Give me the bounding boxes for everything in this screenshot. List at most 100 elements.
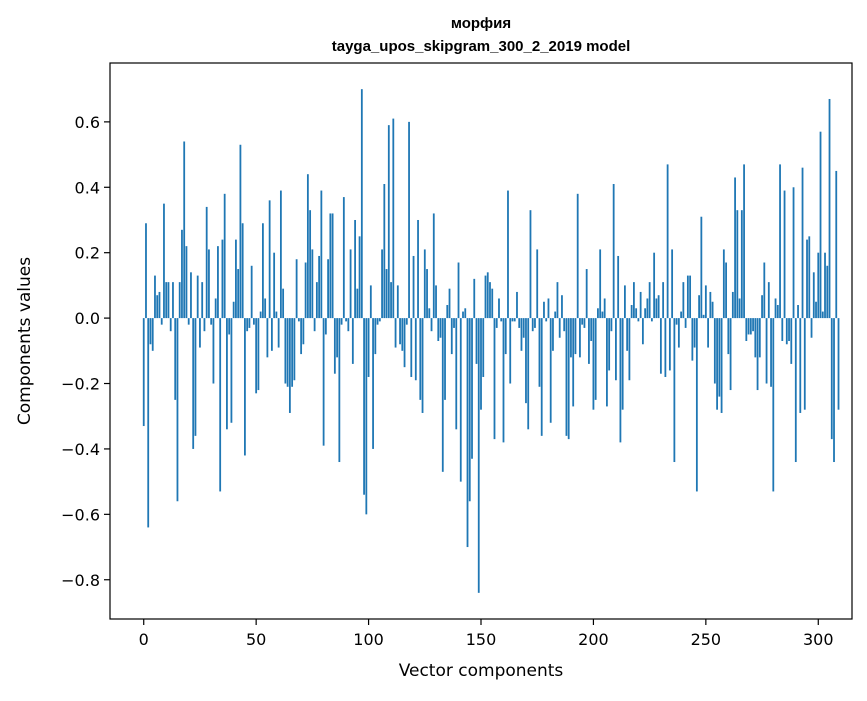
bar — [594, 318, 597, 400]
bar — [219, 318, 222, 492]
bar — [552, 318, 554, 351]
bar — [547, 298, 550, 319]
bar — [163, 203, 165, 319]
bar — [320, 190, 323, 319]
bar — [493, 318, 496, 440]
bar — [414, 318, 417, 381]
bar — [385, 269, 388, 319]
bar — [214, 298, 217, 319]
bar — [684, 318, 687, 328]
bar — [628, 318, 631, 381]
bar — [356, 288, 359, 319]
bar — [691, 318, 694, 361]
bar — [828, 98, 831, 319]
x-tick-label: 50 — [246, 630, 266, 649]
bar — [561, 295, 563, 319]
bar — [324, 318, 327, 335]
bar — [713, 318, 716, 384]
bar — [205, 206, 208, 319]
bar — [244, 318, 246, 456]
bar — [399, 318, 401, 345]
bar — [309, 210, 312, 319]
bar — [360, 89, 363, 319]
bar — [192, 318, 195, 449]
bar — [610, 318, 613, 332]
bar — [801, 167, 804, 319]
bar — [408, 121, 410, 319]
bar — [331, 213, 334, 319]
bar — [306, 174, 309, 319]
bar — [270, 318, 273, 351]
bar — [639, 291, 642, 319]
chart-title-line2: tayga_upos_skipgram_300_2_2019 model — [332, 38, 631, 55]
bar — [248, 318, 251, 328]
bar — [158, 291, 161, 319]
bar — [315, 282, 318, 319]
bar — [239, 144, 242, 319]
bar — [664, 318, 667, 377]
bar — [752, 318, 754, 332]
bar — [680, 311, 683, 319]
bar — [235, 239, 237, 319]
bar — [273, 252, 276, 319]
bar — [785, 318, 788, 345]
bar — [518, 318, 521, 328]
bar — [590, 318, 593, 341]
bar — [228, 318, 231, 335]
bar — [342, 197, 345, 319]
bar — [477, 318, 480, 593]
bar — [428, 308, 431, 319]
x-axis-label: Vector components — [399, 661, 564, 681]
bar — [394, 318, 397, 348]
y-tick-label: −0.8 — [61, 571, 100, 590]
bar — [556, 282, 559, 319]
bar — [529, 210, 532, 319]
bar — [160, 318, 163, 325]
bar — [504, 318, 507, 355]
bar — [383, 184, 386, 319]
bar — [369, 285, 372, 319]
bar — [720, 318, 723, 413]
bar — [410, 318, 413, 377]
bar — [671, 249, 674, 319]
bar — [300, 318, 303, 355]
bar — [633, 282, 635, 319]
bar — [601, 311, 604, 319]
x-tick-label: 200 — [578, 630, 609, 649]
y-tick-label: 0.4 — [75, 178, 100, 197]
bar — [142, 318, 145, 427]
bar — [624, 285, 626, 319]
bar — [275, 311, 278, 319]
bar — [507, 190, 509, 319]
bar — [295, 259, 298, 319]
bar — [401, 318, 404, 351]
bar — [570, 318, 572, 358]
bar — [817, 252, 820, 319]
bar — [657, 295, 660, 319]
bar — [277, 318, 280, 348]
bar — [626, 318, 629, 351]
bar — [453, 318, 455, 328]
bar — [821, 311, 824, 319]
bar — [736, 210, 739, 319]
bar — [502, 318, 505, 443]
bar — [686, 275, 689, 319]
bar — [293, 318, 296, 381]
bar — [363, 318, 365, 495]
bar — [176, 318, 179, 502]
bar — [812, 272, 815, 319]
bar — [637, 318, 640, 322]
bar — [597, 308, 599, 319]
bar — [693, 318, 696, 348]
bar — [178, 282, 181, 319]
x-tick-label: 0 — [139, 630, 149, 649]
bar — [718, 318, 721, 397]
bar — [264, 298, 267, 319]
bar — [246, 318, 249, 332]
bar — [540, 318, 543, 436]
bar — [711, 301, 714, 319]
bar — [574, 318, 577, 355]
bar — [781, 318, 784, 341]
bar — [347, 318, 350, 332]
